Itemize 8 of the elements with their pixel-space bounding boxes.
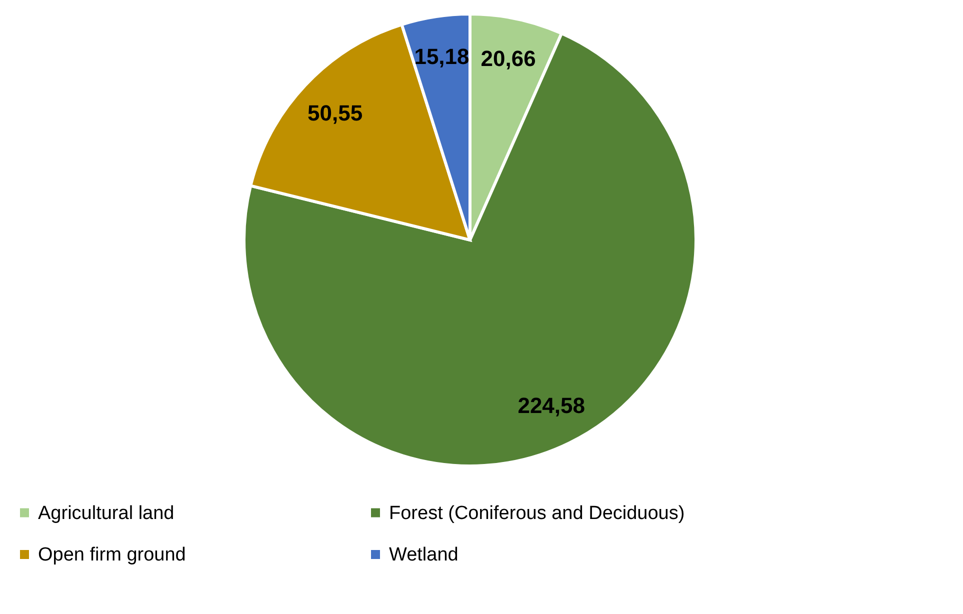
data-label: 50,55	[308, 100, 363, 126]
legend-label: Agricultural land	[38, 502, 174, 524]
data-label: 20,66	[480, 46, 536, 72]
legend-label: Wetland	[389, 544, 458, 566]
data-label: 224,58	[518, 393, 586, 418]
legend-label: Open firm ground	[38, 544, 186, 566]
legend-label: Forest (Coniferous and Deciduous)	[389, 502, 685, 524]
data-label: 15,18	[414, 44, 470, 70]
